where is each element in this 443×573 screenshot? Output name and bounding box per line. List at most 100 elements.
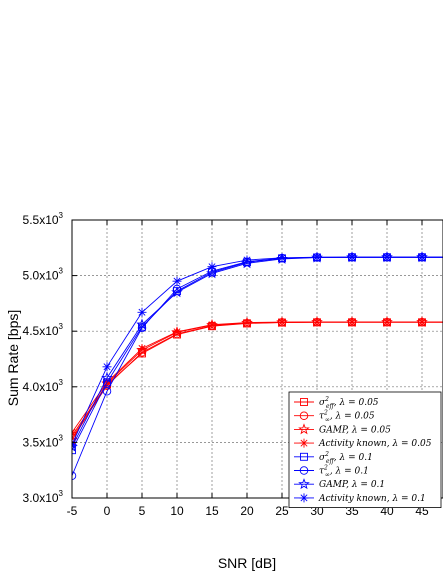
marker-square xyxy=(72,446,76,455)
marker-star xyxy=(298,423,310,435)
marker-asterisk xyxy=(299,493,309,503)
legend-label: σ2 eff, λ = 0.05 xyxy=(319,396,379,410)
legend-entry: Activity known, λ = 0.05 xyxy=(294,438,432,449)
legend-label-sup: 2 xyxy=(324,396,329,403)
legend-label: τ2 ∞, λ = 0.1 xyxy=(319,465,369,479)
legend-entry: GAMP, λ = 0.1 xyxy=(294,478,385,490)
legend-label: GAMP, λ = 0.05 xyxy=(319,425,391,435)
marker-circle xyxy=(299,411,309,420)
legend-label-tail: , λ = 0.05 xyxy=(346,425,391,435)
y-tick-exponent: 3 xyxy=(59,322,64,331)
marker-asterisk xyxy=(102,362,112,372)
legend-label-sup: 2 xyxy=(323,465,328,472)
legend-label-tail: , λ = 0.1 xyxy=(330,467,369,477)
marker-circle xyxy=(102,386,112,396)
x-tick-label: 5 xyxy=(139,504,146,518)
legend-label-main: Activity known xyxy=(318,494,387,504)
marker-star xyxy=(136,318,148,330)
legend-label-tail: , λ = 0.1 xyxy=(334,453,373,463)
legend-entry: σ2 eff, λ = 0.05 xyxy=(294,396,379,410)
y-tick-exponent: 3 xyxy=(59,489,64,498)
legend-label-tail: , λ = 0.05 xyxy=(387,439,432,449)
marker-asterisk xyxy=(207,262,217,272)
y-tick-exponent: 3 xyxy=(59,378,64,387)
legend-label: Activity known, λ = 0.05 xyxy=(318,439,432,449)
marker-star xyxy=(241,257,253,269)
marker-star xyxy=(72,440,78,452)
y-tick-exponent: 3 xyxy=(59,433,64,442)
y-axis-label: Sum Rate [bps] xyxy=(5,310,21,407)
marker-asterisk xyxy=(172,276,182,286)
marker-star xyxy=(206,267,218,279)
marker-asterisk xyxy=(312,317,322,327)
marker-asterisk xyxy=(207,320,217,330)
marker-asterisk xyxy=(242,318,252,328)
legend-entry: GAMP, λ = 0.05 xyxy=(294,423,391,435)
series-8 xyxy=(72,252,443,450)
y-tick-label: 3.5x103 xyxy=(23,433,64,449)
legend-label-sup: 2 xyxy=(324,451,329,458)
marker-square xyxy=(300,452,308,461)
legend-label: σ2 eff, λ = 0.1 xyxy=(319,451,373,465)
legend-label-main: σ xyxy=(319,453,326,463)
x-tick-label: 25 xyxy=(275,504,289,518)
marker-asterisk xyxy=(347,317,357,327)
plot-frame xyxy=(71,219,443,499)
legend-label-tail: , λ = 0.05 xyxy=(330,412,375,422)
y-tick-label: 5.5x103 xyxy=(23,211,64,227)
marker-asterisk xyxy=(172,327,182,337)
y-tick-label: 3.0x103 xyxy=(23,489,64,505)
marker-asterisk xyxy=(277,317,287,327)
marker-star xyxy=(171,286,183,298)
marker-asterisk xyxy=(417,317,427,327)
legend-label-main: GAMP xyxy=(319,480,349,490)
marker-asterisk xyxy=(137,343,147,353)
x-tick-label: 15 xyxy=(205,504,219,518)
legend-label-sub: ∞ xyxy=(325,417,330,424)
series-line xyxy=(72,321,443,433)
y-tick-label: 4.0x103 xyxy=(23,378,64,394)
legend-box xyxy=(288,391,442,508)
marker-star xyxy=(72,434,78,446)
marker-circle xyxy=(72,433,77,443)
x-tick-label: -5 xyxy=(67,504,78,518)
legend-label: GAMP, λ = 0.1 xyxy=(319,480,385,490)
y-tick-exponent: 3 xyxy=(59,267,64,276)
legend-label: τ2 ∞, λ = 0.05 xyxy=(319,410,375,424)
ticks: -5 0 5 10 15 20 25 30 35 40 453.0x1033.5x1034.0x10… xyxy=(23,211,429,518)
marker-star xyxy=(101,371,113,383)
legend-entry: Activity known, λ = 0.1 xyxy=(294,493,426,504)
x-axis-label: SNR [dB] xyxy=(218,555,276,571)
y-tick-label: 4.5x103 xyxy=(23,322,64,338)
legend-label-tail: , λ = 0.1 xyxy=(346,480,385,490)
series-group xyxy=(72,251,443,481)
legend-label-sup: 2 xyxy=(323,410,328,417)
x-tick-label: 10 xyxy=(170,504,184,518)
legend-label-main: Activity known xyxy=(318,439,387,449)
legend-entry: τ2 ∞, λ = 0.1 xyxy=(294,465,369,479)
marker-asterisk xyxy=(242,255,252,265)
legend-label-tail: , λ = 0.1 xyxy=(387,494,426,504)
x-tick-label: 20 xyxy=(240,504,254,518)
legend-entry: τ2 ∞, λ = 0.05 xyxy=(294,410,375,424)
marker-star xyxy=(298,478,310,490)
marker-asterisk xyxy=(312,252,322,262)
legend-label-main: GAMP xyxy=(319,425,349,435)
marker-circle xyxy=(72,471,77,481)
marker-square xyxy=(300,398,308,406)
marker-asterisk xyxy=(277,253,287,263)
marker-asterisk xyxy=(382,252,392,262)
y-tick-exponent: 3 xyxy=(59,211,64,220)
legend-label-main: τ xyxy=(319,412,325,422)
y-tick-label: 5.0x103 xyxy=(23,267,64,283)
x-tick-label: 0 xyxy=(104,504,111,518)
marker-asterisk xyxy=(299,438,309,448)
marker-asterisk xyxy=(347,252,357,262)
legend-label-sub: eff xyxy=(326,458,336,465)
legend-label-sub: eff xyxy=(326,403,336,410)
legend-entry: σ2 eff, λ = 0.1 xyxy=(294,451,373,465)
legend-label: Activity known, λ = 0.1 xyxy=(318,494,426,504)
legend-label-main: σ xyxy=(319,398,326,408)
marker-circle xyxy=(299,466,309,475)
